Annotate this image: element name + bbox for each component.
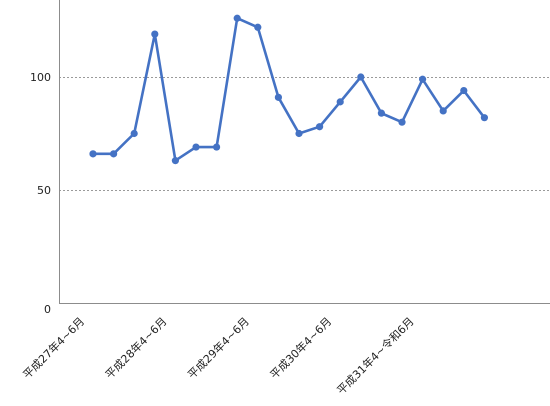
data-point-19: [460, 86, 468, 95]
x-tick-label-3: 平成29年4~6月: [185, 314, 252, 381]
data-point-11: [295, 129, 303, 138]
y-tick-label-100: 100: [30, 71, 51, 84]
series-line-1: [91, 16, 486, 162]
data-point-17: [419, 75, 427, 83]
data-point-15: [377, 109, 385, 117]
data-point-6: [192, 143, 200, 151]
x-tick-label-4: 平成30年4~6月: [267, 314, 334, 381]
x-tick-label-2: 平成28年4~6月: [102, 314, 169, 381]
x-tick-label-1: 平成27年4~6月: [20, 314, 87, 381]
grid-layer: [59, 77, 550, 191]
data-point-16: [398, 118, 406, 126]
y-tick-label-50: 50: [37, 184, 51, 197]
data-point-1: [89, 150, 97, 158]
data-point-13: [336, 98, 344, 106]
data-point-8: [233, 14, 241, 22]
data-point-20: [480, 114, 488, 122]
data-point-14: [357, 73, 365, 81]
y-tick-label-0: 0: [44, 303, 51, 316]
x-tick-labels: 平成27年4~6月 平成28年4~6月 平成29年4~6月 平成30年4~6月 平成31…: [20, 314, 417, 397]
data-point-18: [439, 107, 447, 115]
data-point-5: [171, 157, 179, 165]
series-layer: [89, 14, 488, 165]
data-point-10: [274, 93, 282, 101]
data-point-4: [151, 30, 159, 38]
x-tick-label-5: 平成31年4~令和6月: [334, 314, 417, 397]
data-point-9: [254, 23, 262, 31]
data-point-7: [213, 143, 221, 151]
data-point-2: [110, 150, 118, 158]
data-point-12: [316, 123, 324, 131]
data-point-3: [130, 129, 138, 138]
y-tick-labels: 0 50 100: [30, 71, 51, 316]
